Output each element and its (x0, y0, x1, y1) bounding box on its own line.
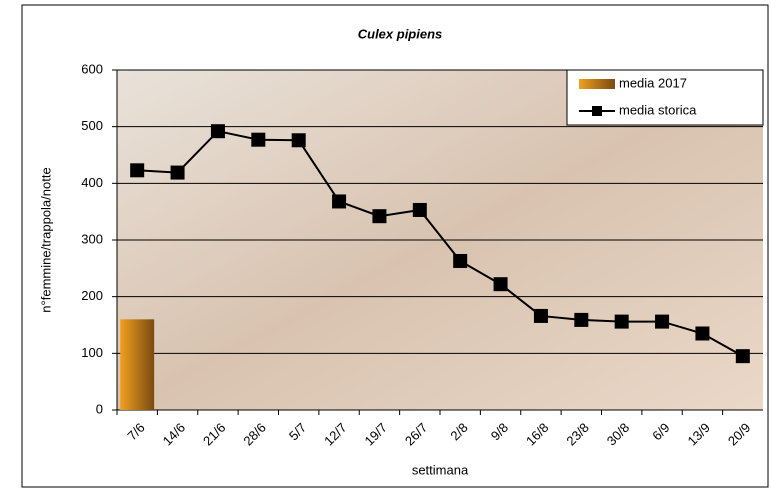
y-tick-label: 500 (81, 118, 103, 133)
y-tick-label: 400 (81, 175, 103, 190)
legend-marker (592, 106, 602, 116)
y-tick-label: 200 (81, 288, 103, 303)
bar (120, 319, 154, 410)
legend-label: media 2017 (619, 75, 687, 90)
marker (615, 315, 629, 329)
marker (453, 254, 467, 268)
marker (695, 327, 709, 341)
chart-title: Culex pipiens (358, 26, 443, 41)
marker (534, 309, 548, 323)
y-tick-label: 100 (81, 345, 103, 360)
legend-swatch (579, 79, 615, 89)
chart: Culex pipiens settimana n°femmine/trappo… (0, 0, 771, 490)
marker (413, 203, 427, 217)
marker (736, 349, 750, 363)
marker (292, 133, 306, 147)
x-axis-label: settimana (412, 462, 469, 477)
marker (332, 194, 346, 208)
y-tick-label: 600 (81, 61, 103, 76)
marker (211, 124, 225, 138)
marker (574, 313, 588, 327)
y-tick-label: 0 (96, 401, 103, 416)
marker (494, 277, 508, 291)
marker (655, 315, 669, 329)
y-axis-label: n°femmine/trappola/notte (38, 167, 53, 312)
marker (251, 133, 265, 147)
marker (372, 209, 386, 223)
legend-label: media storica (619, 102, 697, 117)
marker (130, 163, 144, 177)
marker (171, 166, 185, 180)
y-tick-label: 300 (81, 231, 103, 246)
